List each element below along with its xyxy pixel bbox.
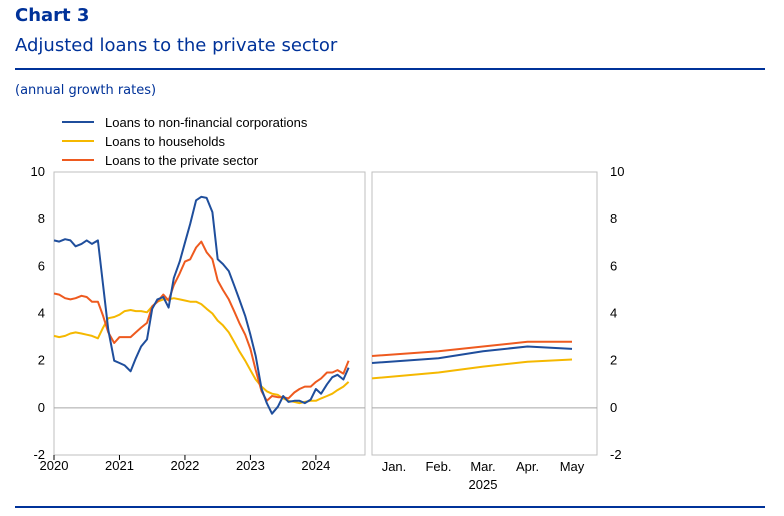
y-right-tick--2: -2 [610, 447, 622, 462]
month-label-4: May [560, 459, 585, 474]
top-rule [15, 68, 765, 70]
y-left-tick-2: 2 [38, 353, 45, 368]
y-left-tick-10: 10 [31, 164, 45, 179]
x-tick-label-2024: 2024 [301, 458, 330, 473]
x-tick-label-2021: 2021 [105, 458, 134, 473]
series-line-nfc-2025 [371, 345, 573, 364]
x-tick-label-2023: 2023 [236, 458, 265, 473]
y-left-tick-4: 4 [38, 306, 45, 321]
left-y-axis: -2 0 2 4 6 8 10 [31, 164, 45, 462]
series-line-households-historical [53, 297, 350, 405]
historical-panel: 2020 2021 2022 2023 2024 [40, 171, 366, 473]
x-tick-label-2020: 2020 [40, 458, 69, 473]
right-y-axis: -2 0 2 4 6 8 10 [610, 164, 624, 462]
month-label-3: Apr. [516, 459, 539, 474]
legend-label-private_sector: Loans to the private sector [105, 153, 259, 168]
chart-number: Chart 3 [15, 5, 90, 26]
x-tick-label-2022: 2022 [170, 458, 199, 473]
chart-subtitle: (annual growth rates) [15, 83, 157, 98]
months-2025-panel: Jan. Feb. Mar. Apr. May 2025 [371, 171, 598, 492]
y-right-tick-0: 0 [610, 400, 617, 415]
y-left-tick-0: 0 [38, 400, 45, 415]
month-label-2: Mar. [470, 459, 495, 474]
historical-panel-frame [53, 171, 366, 456]
year-label: 2025 [469, 477, 498, 492]
months-panel-frame [371, 171, 598, 456]
y-left-tick-8: 8 [38, 211, 45, 226]
chart-title: Adjusted loans to the private sector [15, 35, 338, 56]
series-line-private_sector-historical [53, 240, 350, 402]
y-right-tick-4: 4 [610, 306, 617, 321]
y-right-tick-2: 2 [610, 353, 617, 368]
y-right-tick-6: 6 [610, 258, 617, 273]
y-left-tick--2: -2 [33, 447, 45, 462]
month-label-1: Feb. [425, 459, 451, 474]
y-right-tick-8: 8 [610, 211, 617, 226]
legend: Loans to non-financial corporations Loans… [62, 115, 308, 168]
y-left-tick-6: 6 [38, 258, 45, 273]
series-line-private_sector-2025 [371, 340, 572, 357]
bottom-rule [15, 506, 765, 508]
series-line-nfc-historical [53, 195, 350, 415]
month-label-0: Jan. [382, 459, 407, 474]
legend-label-nfc: Loans to non-financial corporations [105, 115, 308, 130]
legend-label-households: Loans to households [105, 134, 225, 149]
y-right-tick-10: 10 [610, 164, 624, 179]
series-line-households-2025 [371, 358, 573, 380]
